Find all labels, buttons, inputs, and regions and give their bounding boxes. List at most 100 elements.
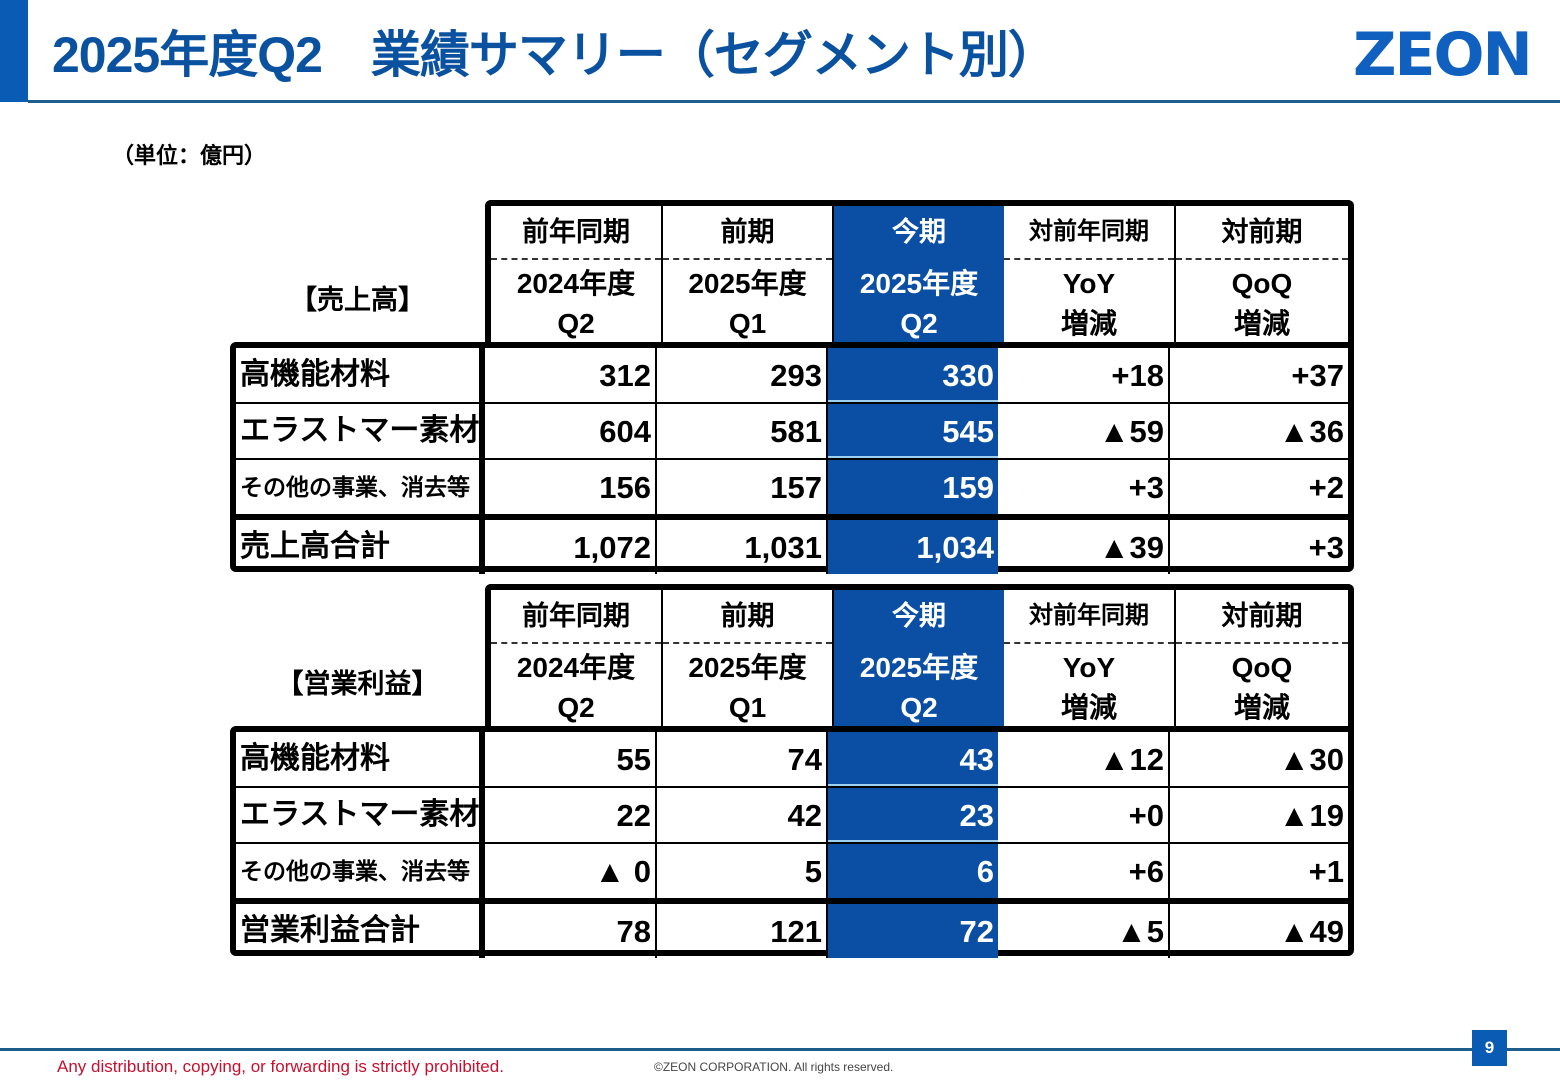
cell-current: 23 [828, 788, 998, 842]
col-prev-quarter-label: 前期 [663, 590, 832, 644]
cell-yoy: +18 [998, 348, 1170, 402]
col-yoy-label: 対前年同期 [1004, 590, 1174, 644]
cell-qoq: ▲49 [1278, 914, 1344, 949]
col-current-fy: 2025年度 [859, 268, 979, 299]
cell-qoq: ▲19 [1278, 798, 1344, 833]
cell-prev-year: ▲ 0 [485, 844, 657, 898]
cell-prev-year: 22 [485, 788, 657, 842]
col-yoy: 対前年同期 YoY 増減 [1004, 590, 1176, 732]
col-prev-quarter: 前期 2025年度 Q1 [663, 206, 834, 348]
col-current-label: 今期 [834, 590, 1004, 644]
table-row-total: 売上高合計 1,072 1,031 1,034 ▲39 +3 [236, 514, 1348, 574]
col-yoy-change: 増減 [1060, 692, 1117, 723]
col-yoy: 対前年同期 YoY 増減 [1004, 206, 1176, 348]
row-label: エラストマー素材 [236, 788, 485, 842]
cell-prev-year: 312 [485, 348, 657, 402]
table-row-total: 営業利益合計 78 121 72 ▲5 ▲49 [236, 898, 1348, 958]
row-label: 営業利益合計 [236, 904, 485, 958]
cell-current: 72 [828, 904, 998, 958]
cell-yoy: ▲5 [998, 904, 1170, 958]
col-prev-year-label: 前年同期 [491, 206, 661, 260]
cell-current: 330 [828, 348, 998, 402]
col-current-label: 今期 [834, 206, 1004, 260]
cell-prev-quarter: 293 [657, 348, 828, 402]
sales-header: 前年同期 2024年度 Q2 前期 2025年度 Q1 今期 2025年度 Q2 対前… [485, 200, 1354, 348]
table-row: エラストマー素材 22 42 23 +0 ▲19 [236, 788, 1348, 844]
col-prev-year-fy: 2024年度 [516, 652, 636, 683]
operating-income-header: 前年同期 2024年度 Q2 前期 2025年度 Q1 今期 2025年度 Q2 対前… [485, 584, 1354, 732]
col-prev-year: 前年同期 2024年度 Q2 [491, 206, 663, 348]
cell-yoy: ▲59 [998, 404, 1170, 458]
cell-prev-quarter: 157 [657, 460, 828, 514]
cell-prev-quarter: 74 [657, 732, 828, 786]
page-number: 9 [1472, 1030, 1507, 1066]
row-label: その他の事業、消去等 [236, 844, 485, 898]
cell-prev-quarter: 1,031 [657, 520, 828, 574]
operating-income-table: 【営業利益】 前年同期 2024年度 Q2 前期 2025年度 Q1 今期 2025… [230, 584, 1354, 958]
cell-yoy: +6 [998, 844, 1170, 898]
cell-prev-year: 604 [485, 404, 657, 458]
row-label: 高機能材料 [236, 348, 485, 402]
col-prev-quarter-label: 前期 [663, 206, 832, 260]
col-prev-year-label: 前年同期 [491, 590, 661, 644]
operating-income-body: 高機能材料 55 74 43 ▲12 ▲30 エラストマー素材 22 42 23… [230, 726, 1354, 958]
col-prev-quarter-fy: 2025年度 [688, 268, 807, 299]
col-yoy-change: 増減 [1060, 308, 1117, 339]
cell-prev-year: 1,072 [485, 520, 657, 574]
table-row: 高機能材料 55 74 43 ▲12 ▲30 [236, 732, 1348, 788]
footer-divider [0, 1048, 1560, 1051]
cell-qoq: +37 [1291, 358, 1344, 393]
cell-qoq: ▲30 [1278, 742, 1344, 777]
cell-prev-year: 156 [485, 460, 657, 514]
col-qoq-label: 対前期 [1176, 206, 1348, 260]
cell-prev-year: 55 [485, 732, 657, 786]
col-prev-quarter-fy: 2025年度 [688, 652, 807, 683]
cell-qoq: +2 [1308, 470, 1344, 505]
cell-qoq: +3 [1308, 530, 1344, 565]
col-qoq-abbr: QoQ [1231, 268, 1293, 299]
col-prev-year-q: Q2 [557, 308, 595, 339]
col-yoy-abbr: YoY [1062, 268, 1116, 299]
col-current-fy: 2025年度 [859, 652, 979, 683]
cell-current: 159 [828, 460, 998, 514]
header-accent-bar [0, 0, 28, 102]
col-prev-quarter-q: Q1 [728, 692, 767, 723]
page-title: 2025年度Q2 業績サマリー（セグメント別） [52, 27, 1058, 83]
col-qoq: 対前期 QoQ 増減 [1176, 206, 1348, 348]
col-prev-year-q: Q2 [557, 692, 595, 723]
cell-yoy: ▲39 [998, 520, 1170, 574]
col-qoq-label: 対前期 [1176, 590, 1348, 644]
copyright-text: ©ZEON CORPORATION. All rights reserved. [654, 1060, 894, 1074]
col-qoq-change: 増減 [1233, 308, 1290, 339]
col-qoq: 対前期 QoQ 増減 [1176, 590, 1348, 732]
cell-prev-quarter: 42 [657, 788, 828, 842]
col-qoq-change: 増減 [1233, 692, 1290, 723]
table-row: 高機能材料 312 293 330 +18 +37 [236, 348, 1348, 404]
col-prev-year-fy: 2024年度 [516, 268, 636, 299]
table-row: その他の事業、消去等 ▲ 0 5 6 +6 +1 [236, 844, 1348, 898]
sales-table: 【売上高】 前年同期 2024年度 Q2 前期 2025年度 Q1 今期 2025年… [230, 200, 1354, 574]
cell-current: 43 [828, 732, 998, 786]
cell-prev-quarter: 121 [657, 904, 828, 958]
col-prev-year: 前年同期 2024年度 Q2 [491, 590, 663, 732]
col-prev-quarter-q: Q1 [728, 308, 767, 339]
header-divider [28, 100, 1560, 103]
sales-section-label: 【売上高】 [290, 285, 425, 315]
cell-current: 6 [828, 844, 998, 898]
cell-yoy: +0 [998, 788, 1170, 842]
cell-current: 1,034 [828, 520, 998, 574]
cell-yoy: ▲12 [998, 732, 1170, 786]
table-row: その他の事業、消去等 156 157 159 +3 +2 [236, 460, 1348, 514]
table-row: エラストマー素材 604 581 545 ▲59 ▲36 [236, 404, 1348, 460]
row-label: エラストマー素材 [236, 404, 485, 458]
cell-prev-year: 78 [485, 904, 657, 958]
col-current: 今期 2025年度 Q2 [834, 206, 1004, 348]
cell-yoy: +3 [998, 460, 1170, 514]
col-prev-quarter: 前期 2025年度 Q1 [663, 590, 834, 732]
row-label: 売上高合計 [236, 520, 485, 574]
cell-qoq: ▲36 [1278, 414, 1344, 449]
distribution-notice: Any distribution, copying, or forwarding… [57, 1057, 504, 1076]
col-current-q: Q2 [900, 308, 938, 339]
row-label: その他の事業、消去等 [236, 460, 485, 514]
col-current-q: Q2 [900, 692, 938, 723]
